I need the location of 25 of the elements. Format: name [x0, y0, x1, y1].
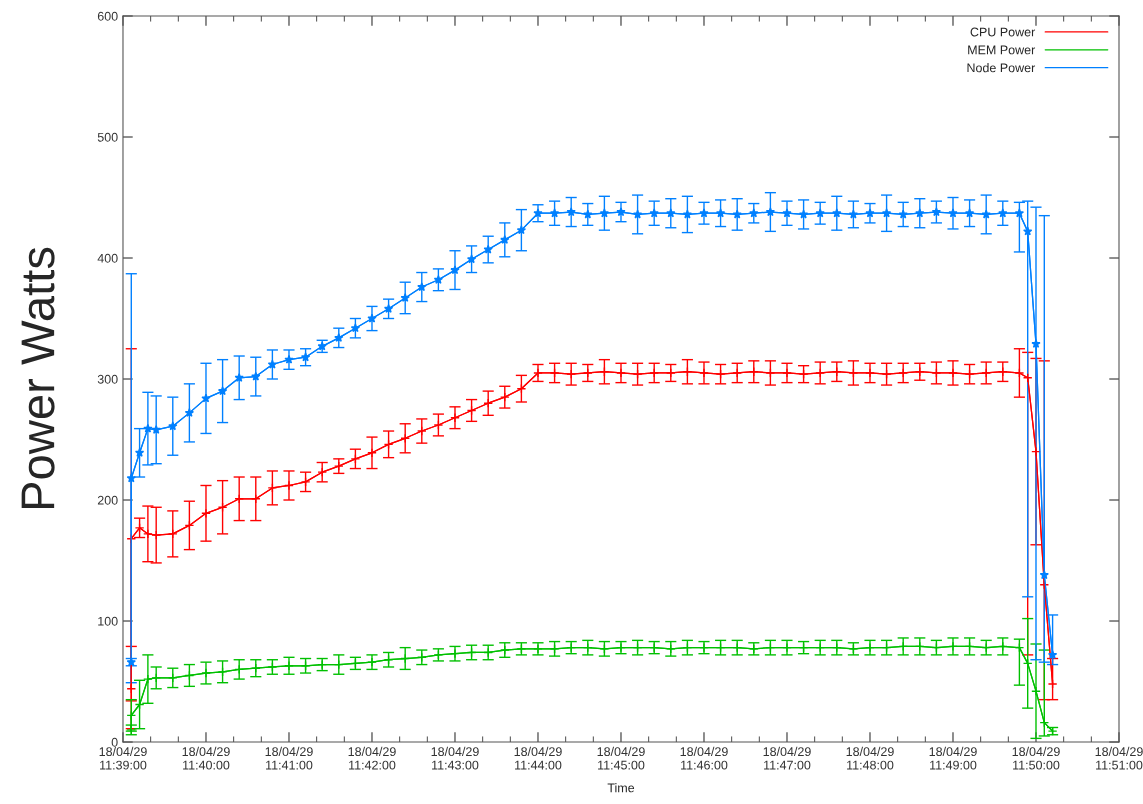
x-tick-label: 18/04/29 11:48:00 — [846, 746, 894, 770]
x-axis-title: Time — [607, 783, 635, 793]
x-tick-label: 18/04/29 11:41:00 — [265, 746, 313, 770]
legend-label: MEM Power — [968, 45, 1036, 55]
y-tick-label: 100 — [98, 616, 118, 626]
y-axis-title: Power Watts — [21, 247, 55, 509]
x-tick-label: 18/04/29 11:42:00 — [348, 746, 396, 770]
x-tick-label: 18/04/29 11:51:00 — [1095, 746, 1143, 770]
x-tick-label: 18/04/29 11:40:00 — [182, 746, 230, 770]
x-tick-label: 18/04/29 11:49:00 — [929, 746, 977, 770]
x-tick-label: 18/04/29 11:47:00 — [763, 746, 811, 770]
x-tick-label: 18/04/29 11:50:00 — [1012, 746, 1060, 770]
legend-label: Node Power — [967, 63, 1036, 73]
y-tick-label: 300 — [97, 374, 118, 384]
x-tick-label: 18/04/29 11:39:00 — [99, 746, 147, 770]
x-tick-label: 18/04/29 11:45:00 — [597, 746, 645, 770]
x-tick-label: 18/04/29 11:43:00 — [431, 746, 479, 770]
legend-label: CPU Power — [970, 27, 1036, 37]
x-tick-label: 18/04/29 11:46:00 — [680, 746, 728, 770]
y-tick-label: 0 — [111, 737, 118, 747]
y-tick-label: 400 — [97, 253, 118, 263]
y-tick-label: 600 — [97, 11, 118, 21]
y-tick-label: 200 — [97, 495, 118, 505]
y-tick-label: 500 — [97, 132, 118, 142]
x-tick-label: 18/04/29 11:44:00 — [514, 746, 562, 770]
